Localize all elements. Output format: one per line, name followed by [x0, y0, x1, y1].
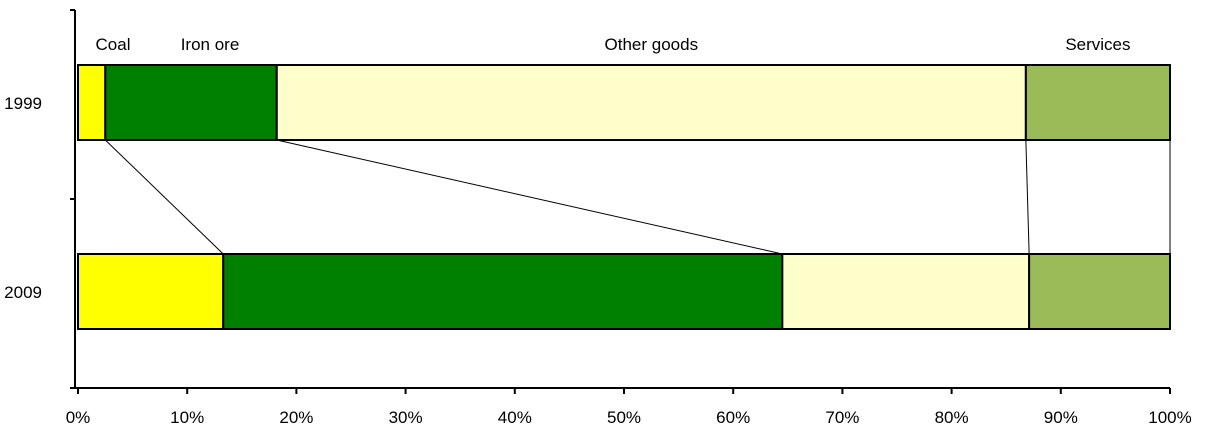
connector-lines	[104, 139, 1171, 255]
x-tick-label: 40%	[498, 408, 532, 427]
x-tick-label: 80%	[935, 408, 969, 427]
x-tick-label: 90%	[1044, 408, 1078, 427]
series-label-iron-ore: Iron ore	[181, 35, 240, 54]
labels: 1999 2009 Coal Iron ore Other goods Services	[4, 35, 1130, 302]
bar-2009-other-goods	[781, 253, 1031, 330]
series-label-coal: Coal	[96, 35, 131, 54]
bar-2009-coal	[77, 253, 225, 330]
x-tick-label: 50%	[607, 408, 641, 427]
connector-line-2	[276, 139, 783, 255]
category-label-2009: 2009	[4, 283, 42, 302]
bar-2009-services	[1028, 253, 1171, 330]
bar-1999-other-goods	[275, 64, 1027, 141]
bar-1999-iron-ore	[104, 64, 278, 141]
connector-line-1	[104, 139, 224, 255]
x-tick-label: 30%	[389, 408, 423, 427]
bar-1999-services	[1024, 64, 1171, 141]
x-tick-label: 0%	[66, 408, 91, 427]
x-tick-label: 10%	[170, 408, 204, 427]
x-tick-label: 100%	[1148, 408, 1191, 427]
bar-1999-coal	[77, 64, 107, 141]
x-tick-label: 60%	[716, 408, 750, 427]
series-label-other-goods: Other goods	[605, 35, 699, 54]
bar-2009-iron-ore	[222, 253, 784, 330]
bars	[77, 64, 1171, 330]
series-label-services: Services	[1065, 35, 1130, 54]
x-tick-label: 70%	[825, 408, 859, 427]
category-label-1999: 1999	[4, 94, 42, 113]
connector-line-3	[1025, 139, 1030, 255]
x-tick-label: 20%	[279, 408, 313, 427]
axes: 0% 10% 20% 30% 40% 50% 60% 70% 80% 90% 100%	[66, 9, 1192, 427]
